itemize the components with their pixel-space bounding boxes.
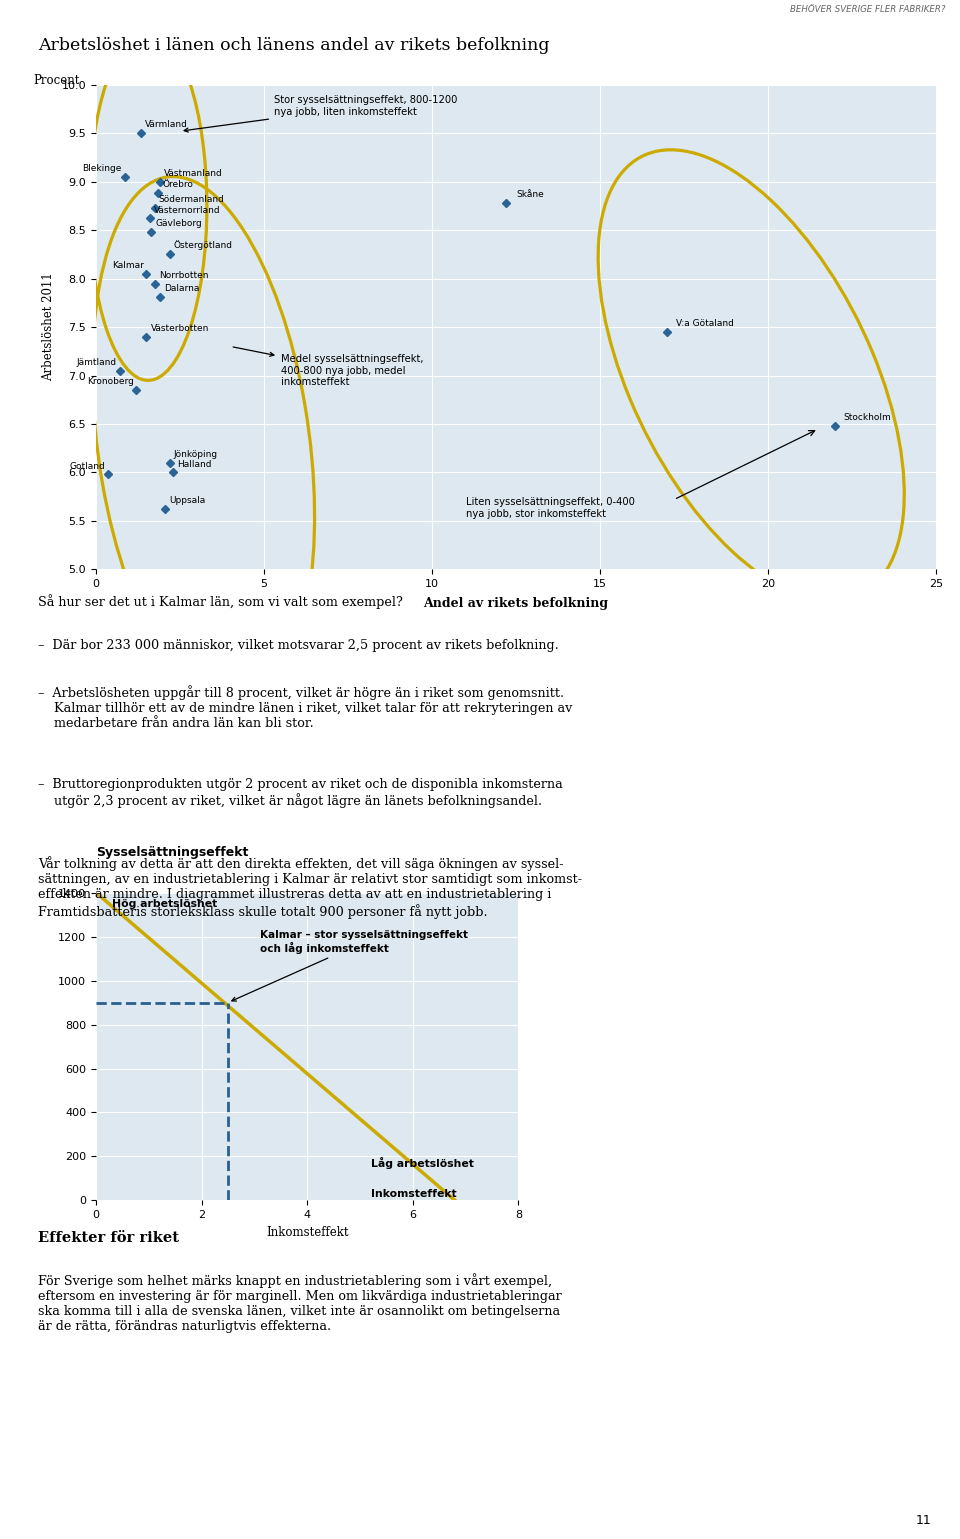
Text: 11: 11 — [916, 1514, 931, 1527]
Text: –  Bruttoregionprodukten utgör 2 procent av riket och de disponibla inkomsterna
: – Bruttoregionprodukten utgör 2 procent … — [38, 777, 564, 808]
Text: Värmland: Värmland — [145, 120, 188, 129]
Text: Halland: Halland — [178, 460, 212, 468]
Text: –  Där bor 233 000 människor, vilket motsvarar 2,5 procent av rikets befolkning.: – Där bor 233 000 människor, vilket mots… — [38, 639, 559, 653]
Text: Stockholm: Stockholm — [844, 412, 891, 422]
Text: Kalmar: Kalmar — [111, 260, 144, 269]
Text: V:a Götaland: V:a Götaland — [676, 319, 733, 328]
Text: Sysselsättningseffekt: Sysselsättningseffekt — [96, 846, 249, 859]
Text: Stor sysselsättningseffekt, 800-1200
nya jobb, liten inkomsteffekt: Stor sysselsättningseffekt, 800-1200 nya… — [184, 95, 458, 132]
Text: Skåne: Skåne — [516, 189, 543, 199]
Text: Västerbotten: Västerbotten — [151, 323, 209, 332]
Text: Liten sysselsättningseffekt, 0-400
nya jobb, stor inkomsteffekt: Liten sysselsättningseffekt, 0-400 nya j… — [466, 497, 635, 519]
Text: Västmanland: Västmanland — [164, 169, 223, 177]
X-axis label: Inkomsteffekt: Inkomsteffekt — [266, 1225, 348, 1239]
Text: Örebro: Örebro — [162, 180, 193, 189]
Text: Kronoberg: Kronoberg — [86, 377, 133, 386]
Text: Vår tolkning av detta är att den direkta effekten, det vill säga ökningen av sys: Vår tolkning av detta är att den direkta… — [38, 856, 583, 919]
Text: Hög arbetslöshet: Hög arbetslöshet — [111, 899, 217, 910]
Text: BEHÖVER SVERIGE FLER FABRIKER?: BEHÖVER SVERIGE FLER FABRIKER? — [790, 5, 946, 14]
Text: För Sverige som helhet märks knappt en industrietablering som i vårt exempel,
ef: För Sverige som helhet märks knappt en i… — [38, 1273, 563, 1333]
Text: Södermanland: Södermanland — [158, 195, 225, 203]
Text: –  Arbetslösheten uppgår till 8 procent, vilket är högre än i riket som genomsni: – Arbetslösheten uppgår till 8 procent, … — [38, 685, 573, 729]
Text: Blekinge: Blekinge — [83, 163, 122, 172]
Text: Jönköping: Jönköping — [174, 449, 218, 459]
Text: Östergötland: Östergötland — [174, 240, 233, 251]
Text: Låg arbetslöshet: Låg arbetslöshet — [371, 1156, 473, 1168]
Text: Jämtland: Jämtland — [77, 357, 117, 366]
Text: Inkomsteffekt: Inkomsteffekt — [371, 1190, 456, 1199]
Text: Dalarna: Dalarna — [164, 285, 200, 292]
Text: Uppsala: Uppsala — [169, 497, 205, 505]
Text: Gävleborg: Gävleborg — [156, 219, 203, 228]
Y-axis label: Arbetslöshet 2011: Arbetslöshet 2011 — [41, 272, 55, 382]
Text: Medel sysselsättningseffekt,
400-800 nya jobb, medel
inkomsteffekt: Medel sysselsättningseffekt, 400-800 nya… — [233, 346, 423, 388]
Text: Så hur ser det ut i Kalmar län, som vi valt som exempel?: Så hur ser det ut i Kalmar län, som vi v… — [38, 594, 403, 609]
Text: Procent: Procent — [34, 74, 80, 86]
Text: Effekter för riket: Effekter för riket — [38, 1231, 180, 1245]
Text: Kalmar – stor sysselsättningseffekt
och låg inkomsteffekt: Kalmar – stor sysselsättningseffekt och … — [231, 930, 468, 1000]
Text: Arbetslöshet i länen och länens andel av rikets befolkning: Arbetslöshet i länen och länens andel av… — [38, 37, 550, 54]
X-axis label: Andel av rikets befolkning: Andel av rikets befolkning — [423, 597, 609, 611]
Text: Gotland: Gotland — [69, 462, 105, 471]
Text: Norrbotten: Norrbotten — [158, 271, 208, 280]
Text: Västernorrland: Västernorrland — [154, 206, 221, 214]
